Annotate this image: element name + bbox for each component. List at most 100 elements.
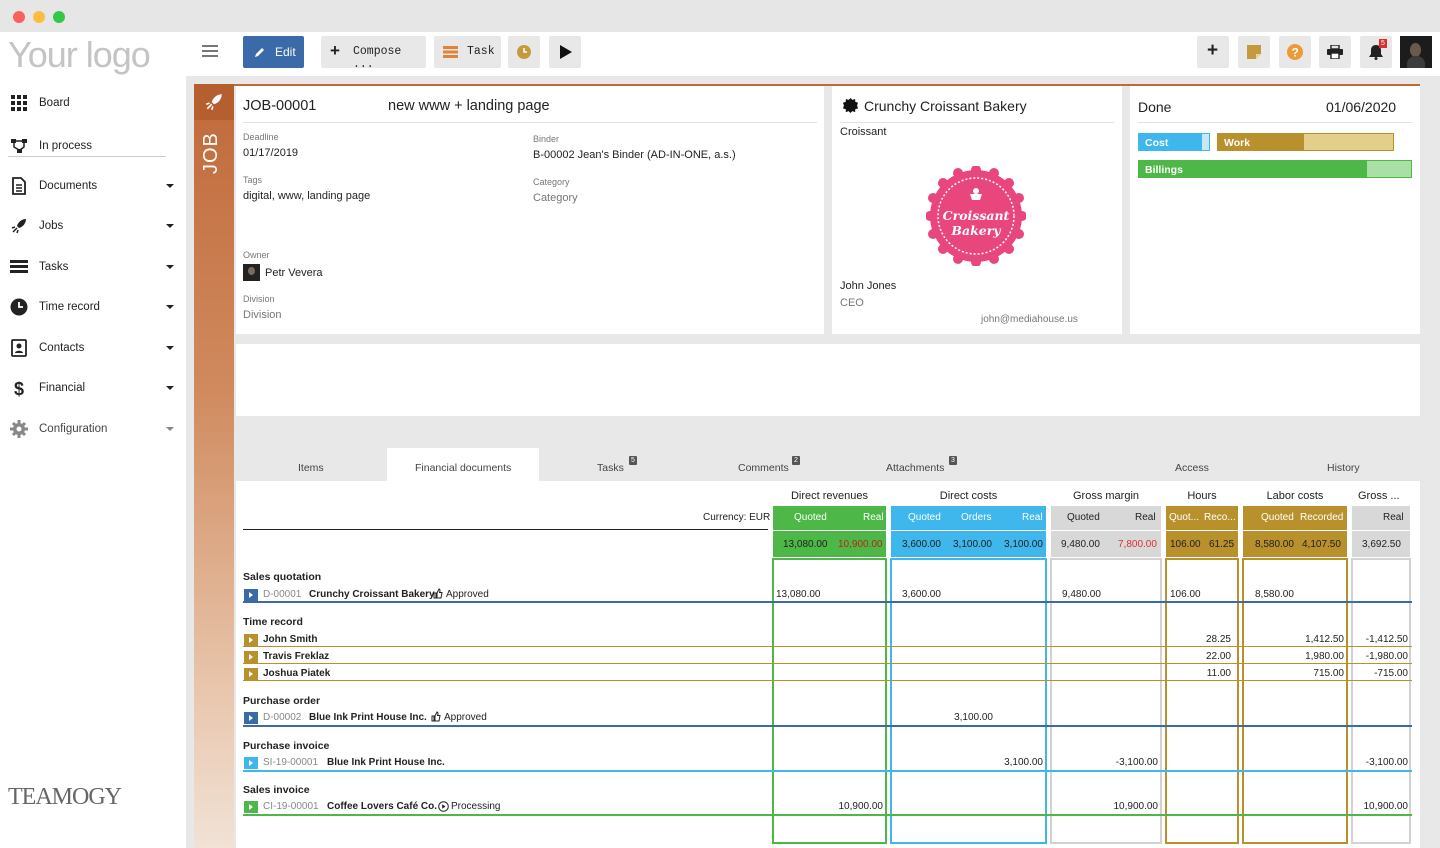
task-button[interactable]: Task bbox=[434, 36, 501, 68]
sidebar-item-jobs[interactable]: Jobs bbox=[0, 211, 186, 241]
doc-number[interactable]: D-00001 bbox=[263, 589, 302, 600]
description-area[interactable] bbox=[236, 344, 1420, 416]
avatar[interactable] bbox=[1400, 36, 1432, 68]
dr-totals: 13,080.00 10,900.00 bbox=[773, 531, 886, 557]
sidebar-item-time-record[interactable]: Time record bbox=[0, 292, 186, 322]
notification-badge: 5 bbox=[1379, 39, 1387, 48]
tab-financial-documents[interactable]: Financial documents bbox=[415, 462, 512, 474]
doc-number[interactable]: CI-19-00001 bbox=[263, 801, 319, 812]
gm-column-outline bbox=[1050, 558, 1162, 844]
dr-subheader: Quoted Real bbox=[773, 506, 886, 530]
maximize-dot[interactable] bbox=[53, 11, 65, 23]
group-labor-costs: Labor costs bbox=[1266, 490, 1324, 502]
cell-gm-real: 10,900.00 bbox=[1113, 801, 1159, 812]
time-record-user[interactable]: Joshua Piatek bbox=[263, 668, 331, 679]
expand-arrow-icon[interactable] bbox=[244, 801, 258, 813]
doc-status: Processing bbox=[451, 801, 501, 812]
tab-tasks[interactable]: Tasks bbox=[597, 462, 624, 474]
footer-logo: TEAMOGY bbox=[8, 784, 122, 810]
note-icon bbox=[1247, 45, 1261, 59]
svg-text:$: $ bbox=[14, 379, 24, 397]
time-record-user[interactable]: John Smith bbox=[263, 634, 318, 645]
close-dot[interactable] bbox=[13, 11, 25, 23]
expand-arrow-icon[interactable] bbox=[244, 757, 258, 769]
menu-icon[interactable] bbox=[202, 45, 218, 47]
sidebar-item-configuration[interactable]: Configuration bbox=[0, 414, 186, 444]
sidebar-item-board[interactable]: Board bbox=[0, 88, 186, 118]
job-number: JOB-00001 bbox=[243, 98, 317, 114]
expand-arrow-icon[interactable] bbox=[244, 651, 258, 663]
cell-lc-recorded: 1,412.50 bbox=[1305, 634, 1344, 645]
clock-icon bbox=[10, 298, 28, 316]
play-button[interactable] bbox=[549, 36, 581, 68]
divider bbox=[243, 122, 817, 123]
tags-value[interactable]: digital, www, landing page bbox=[243, 190, 371, 202]
row-divider bbox=[243, 814, 1412, 816]
sidebar-item-in-process[interactable]: In process bbox=[0, 131, 186, 161]
category-label: Category bbox=[533, 177, 570, 187]
rocket-icon bbox=[11, 219, 26, 234]
currency-label: Currency: EUR bbox=[703, 512, 771, 523]
expand-arrow-icon[interactable] bbox=[244, 634, 258, 646]
division-value[interactable]: Division bbox=[243, 309, 282, 321]
caret-down-icon bbox=[166, 427, 174, 431]
sidebar-item-contacts[interactable]: Contacts bbox=[0, 333, 186, 363]
tab-attachments[interactable]: Attachments bbox=[886, 462, 945, 474]
expand-arrow-icon[interactable] bbox=[244, 589, 258, 601]
tab-items[interactable]: Items bbox=[298, 462, 324, 474]
cell-dc-quoted: 3,600.00 bbox=[902, 589, 941, 600]
group-gross-margin: Gross margin bbox=[1072, 490, 1140, 502]
doc-partner[interactable]: Coffee Lovers Café Co. bbox=[327, 801, 438, 812]
print-button[interactable] bbox=[1319, 36, 1351, 68]
expand-arrow-icon[interactable] bbox=[244, 668, 258, 680]
contact-name[interactable]: John Jones bbox=[840, 280, 897, 292]
clock-icon bbox=[517, 45, 531, 59]
cell-gm-real: -3,100.00 bbox=[1115, 757, 1158, 768]
section-sales-invoice: Sales invoice bbox=[243, 784, 310, 796]
status-state: Done bbox=[1138, 99, 1172, 115]
cell-hr-recorded: 11.00 bbox=[1206, 668, 1231, 679]
deadline-value[interactable]: 01/17/2019 bbox=[243, 147, 299, 159]
window-titlebar bbox=[0, 0, 1440, 32]
notifications-button[interactable]: 5 bbox=[1360, 36, 1392, 68]
contact-email[interactable]: john@mediahouse.us bbox=[981, 314, 1078, 325]
gm-totals: 9,480.00 7,800.00 bbox=[1051, 531, 1161, 557]
add-button[interactable]: + bbox=[1197, 36, 1229, 68]
sidebar-item-label: Tasks bbox=[39, 261, 69, 273]
doc-partner[interactable]: Blue Ink Print House Inc. bbox=[327, 757, 445, 768]
sidebar-item-tasks[interactable]: Tasks bbox=[0, 252, 186, 282]
doc-partner[interactable]: Blue Ink Print House Inc. bbox=[309, 712, 427, 723]
time-record-user[interactable]: Travis Freklaz bbox=[263, 651, 330, 662]
financial-table: Direct revenues Direct costs Gross margi… bbox=[236, 481, 1420, 848]
owner-value[interactable]: Petr Vevera bbox=[265, 267, 323, 279]
job-name[interactable]: new www + landing page bbox=[388, 98, 550, 114]
cell-dr-quoted: 13,080.00 bbox=[776, 589, 821, 600]
time-record-button[interactable] bbox=[508, 36, 540, 68]
doc-partner[interactable]: Crunchy Croissant Bakery bbox=[309, 589, 435, 600]
tab-history[interactable]: History bbox=[1327, 462, 1360, 474]
cell-hr-quoted: 106.00 bbox=[1170, 589, 1201, 600]
sidebar-item-documents[interactable]: Documents bbox=[0, 171, 186, 201]
tab-comments[interactable]: Comments bbox=[738, 462, 789, 474]
help-button[interactable]: ? bbox=[1279, 36, 1311, 68]
compose-button[interactable]: + Compose ... bbox=[321, 36, 426, 71]
category-value[interactable]: Category bbox=[533, 192, 578, 204]
status-date: 01/06/2020 bbox=[1326, 99, 1397, 115]
comments-badge: 2 bbox=[792, 456, 800, 465]
group-direct-costs: Direct costs bbox=[939, 490, 998, 502]
division-label: Division bbox=[243, 294, 275, 304]
client-name[interactable]: Crunchy Croissant Bakery bbox=[864, 98, 1027, 114]
tab-access[interactable]: Access bbox=[1175, 462, 1209, 474]
cell-gr-real: -1,980.00 bbox=[1365, 651, 1408, 662]
sidebar-item-financial[interactable]: $ Financial bbox=[0, 373, 186, 403]
binder-value[interactable]: B-00002 Jean's Binder (AD-IN-ONE, a.s.) bbox=[533, 149, 736, 161]
expand-arrow-icon[interactable] bbox=[244, 712, 258, 724]
note-button[interactable] bbox=[1238, 36, 1270, 68]
doc-number[interactable]: D-00002 bbox=[263, 712, 302, 723]
doc-number[interactable]: SI-19-00001 bbox=[263, 757, 319, 768]
cell-dc-orders: 3,100.00 bbox=[954, 712, 993, 723]
edit-button[interactable]: Edit bbox=[243, 36, 304, 68]
owner-label: Owner bbox=[243, 250, 270, 260]
plus-icon: + bbox=[1207, 40, 1219, 61]
minimize-dot[interactable] bbox=[33, 11, 45, 23]
